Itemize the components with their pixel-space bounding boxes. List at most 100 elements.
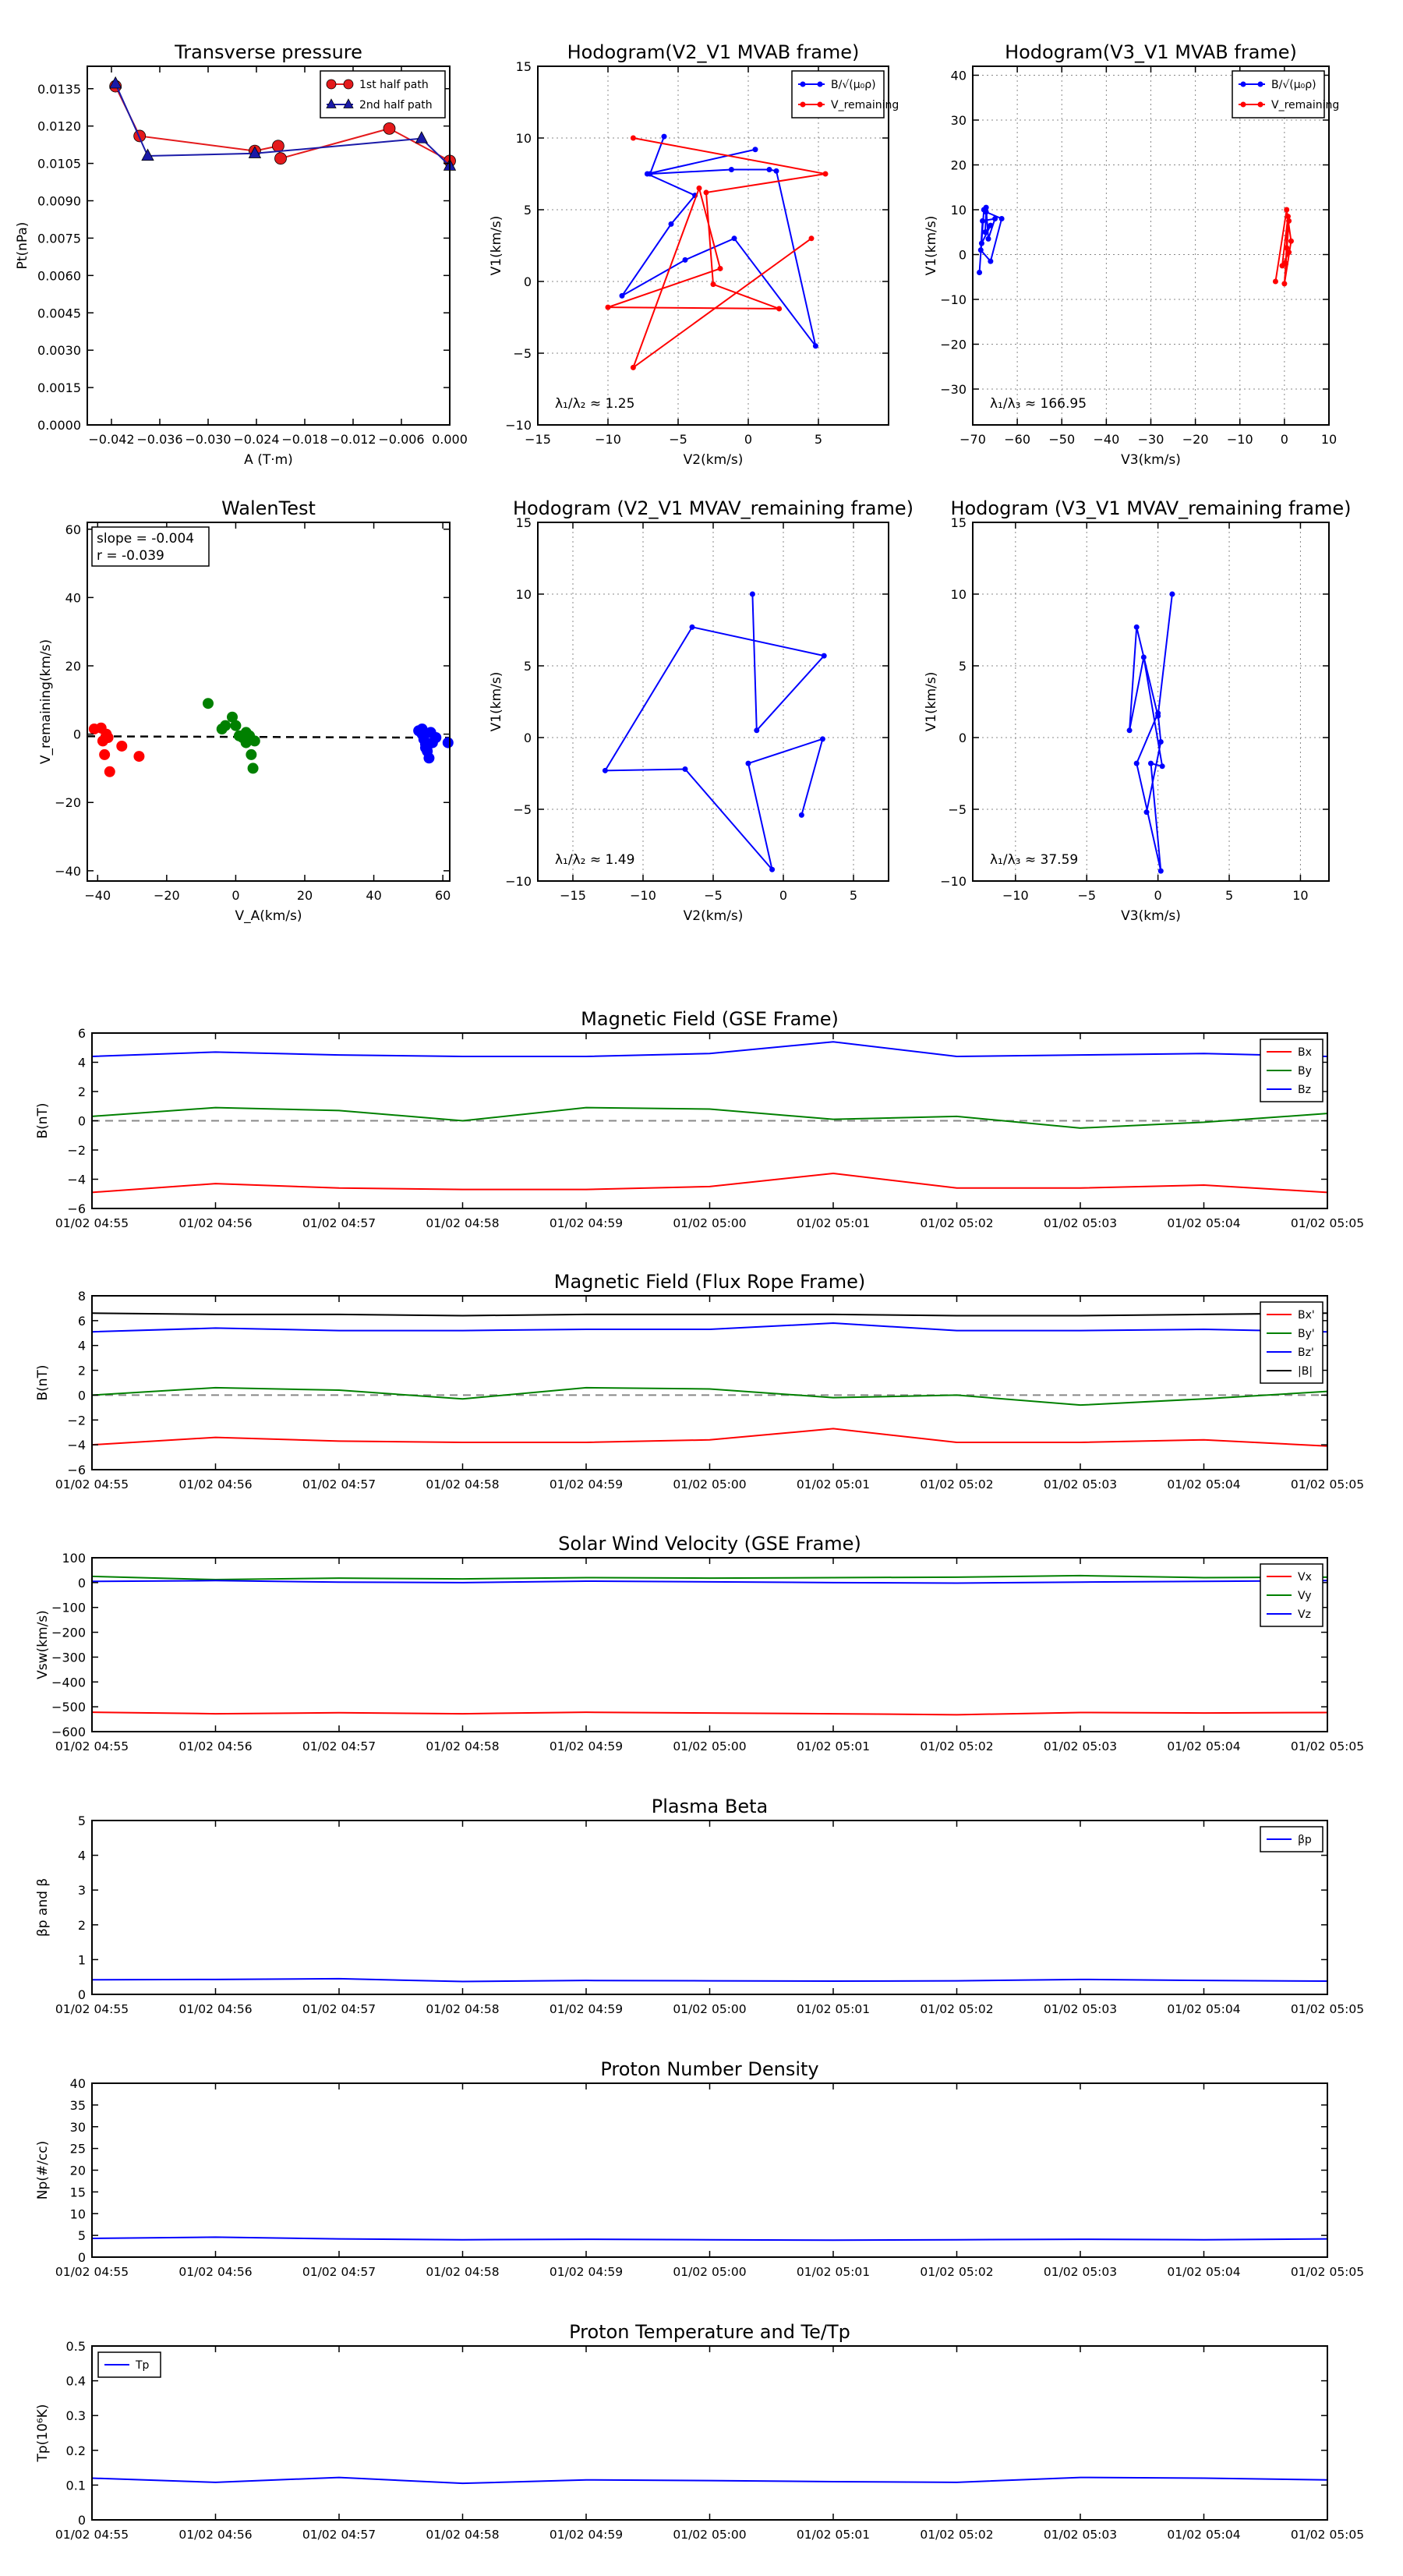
data-point <box>1155 710 1161 716</box>
data-point <box>690 625 695 630</box>
x-tick-label: 01/02 05:00 <box>673 1739 746 1753</box>
x-tick-label: 01/02 05:02 <box>920 1216 993 1230</box>
x-tick-label: −10 <box>1227 432 1253 447</box>
y-tick-label: 25 <box>70 2142 86 2157</box>
y-tick-label: −40 <box>55 864 81 879</box>
data-point <box>1158 869 1164 874</box>
series-line-2 <box>92 1323 1327 1332</box>
x-tick-label: 01/02 04:57 <box>302 2528 376 2542</box>
data-point <box>669 221 674 227</box>
y-tick-label: 0 <box>78 2513 86 2528</box>
x-tick-label: −0.012 <box>330 432 376 447</box>
legend-label: Bz' <box>1298 1346 1314 1359</box>
y-tick-label: 4 <box>78 1056 86 1070</box>
annotation-text: λ₁/λ₃ ≈ 37.59 <box>990 852 1078 868</box>
data-point <box>383 122 395 134</box>
legend-label: 1st half path <box>359 79 429 91</box>
x-tick-label: 01/02 05:01 <box>797 2265 870 2279</box>
legend-label: 2nd half path <box>359 99 433 111</box>
x-tick-label: −10 <box>595 432 621 447</box>
fit-line <box>87 736 450 738</box>
x-tick-label: −0.006 <box>378 432 424 447</box>
y-tick-label: 0 <box>78 2250 86 2265</box>
y-tick-label: 0.0015 <box>37 380 81 395</box>
y-tick-label: 30 <box>951 113 967 128</box>
axes-frame <box>92 2083 1327 2257</box>
y-tick-label: 0 <box>73 727 81 742</box>
y-tick-label: 0.4 <box>66 2374 86 2389</box>
data-point <box>423 752 434 763</box>
x-tick-label: −40 <box>84 888 111 903</box>
x-tick-label: 01/02 05:01 <box>797 2528 870 2542</box>
x-tick-label: −50 <box>1048 432 1075 447</box>
data-point <box>980 218 985 224</box>
data-point <box>753 147 758 152</box>
chart-title: Transverse pressure <box>174 41 362 63</box>
data-point <box>985 236 991 242</box>
y-tick-label: 4 <box>78 1849 86 1863</box>
y-tick-label: 0 <box>524 274 532 289</box>
x-tick-label: −0.024 <box>233 432 279 447</box>
y-tick-label: 6 <box>78 1314 86 1329</box>
legend-marker <box>818 102 823 108</box>
y-tick-label: 5 <box>524 659 532 674</box>
y-tick-label: 0 <box>78 1114 86 1129</box>
y-tick-label: 3 <box>78 1883 86 1898</box>
x-axis-label: V2(km/s) <box>684 452 744 468</box>
legend-label: Vx <box>1298 1571 1312 1583</box>
x-tick-label: −0.018 <box>281 432 327 447</box>
y-tick-label: 0.0090 <box>37 194 81 209</box>
data-point <box>417 724 428 734</box>
data-point <box>620 293 625 299</box>
chart-title: Magnetic Field (Flux Rope Frame) <box>554 1271 865 1293</box>
data-point <box>711 281 716 287</box>
data-point <box>774 168 779 174</box>
annotation-text: λ₁/λ₃ ≈ 166.95 <box>990 396 1087 412</box>
annotation-text: slope = -0.004 <box>97 531 194 547</box>
y-tick-label: 0.3 <box>66 2408 86 2423</box>
series-line-2 <box>92 1042 1327 1056</box>
x-tick-label: 01/02 05:03 <box>1044 2002 1117 2016</box>
y-tick-label: 20 <box>70 2164 86 2178</box>
data-point <box>415 132 427 143</box>
x-tick-label: 01/02 05:05 <box>1291 2265 1364 2279</box>
y-tick-label: −5 <box>513 802 532 817</box>
y-axis-label: Pt(nPa) <box>15 222 30 270</box>
y-axis-label: V1(km/s) <box>489 216 504 276</box>
data-point <box>769 867 775 872</box>
annotation-text: λ₁/λ₂ ≈ 1.25 <box>555 396 634 412</box>
x-tick-label: 01/02 05:05 <box>1291 1477 1364 1491</box>
x-tick-label: 01/02 05:04 <box>1167 2265 1240 2279</box>
y-tick-label: 10 <box>951 203 967 218</box>
y-tick-label: 0 <box>78 1987 86 2002</box>
data-point <box>1160 763 1165 769</box>
x-tick-label: 01/02 05:05 <box>1291 1739 1364 1753</box>
legend-marker <box>1241 82 1246 87</box>
x-tick-label: −40 <box>1093 432 1119 447</box>
x-tick-label: −20 <box>154 888 180 903</box>
data-point <box>984 209 989 214</box>
y-tick-label: −2 <box>67 1143 86 1158</box>
y-tick-label: 0.0030 <box>37 343 81 358</box>
y-tick-label: 0 <box>959 248 967 263</box>
x-tick-label: 01/02 04:56 <box>178 2002 252 2016</box>
y-tick-label: 2 <box>78 1085 86 1099</box>
x-tick-label: 01/02 05:00 <box>673 2265 746 2279</box>
axes-frame <box>92 1296 1327 1470</box>
data-point <box>729 167 734 172</box>
x-axis-label: A (T·m) <box>244 452 293 468</box>
y-tick-label: −600 <box>51 1725 86 1739</box>
legend-label: Tp <box>135 2359 150 2372</box>
chart-title: Proton Temperature and Te/Tp <box>569 2321 850 2343</box>
data-point <box>1285 214 1291 219</box>
data-point <box>979 241 984 246</box>
x-tick-label: 01/02 04:55 <box>55 1216 129 1230</box>
x-tick-label: 01/02 05:01 <box>797 1216 870 1230</box>
x-tick-label: 01/02 05:02 <box>920 2265 993 2279</box>
chart-title: Hodogram (V3_V1 MVAV_remaining frame) <box>950 497 1351 519</box>
